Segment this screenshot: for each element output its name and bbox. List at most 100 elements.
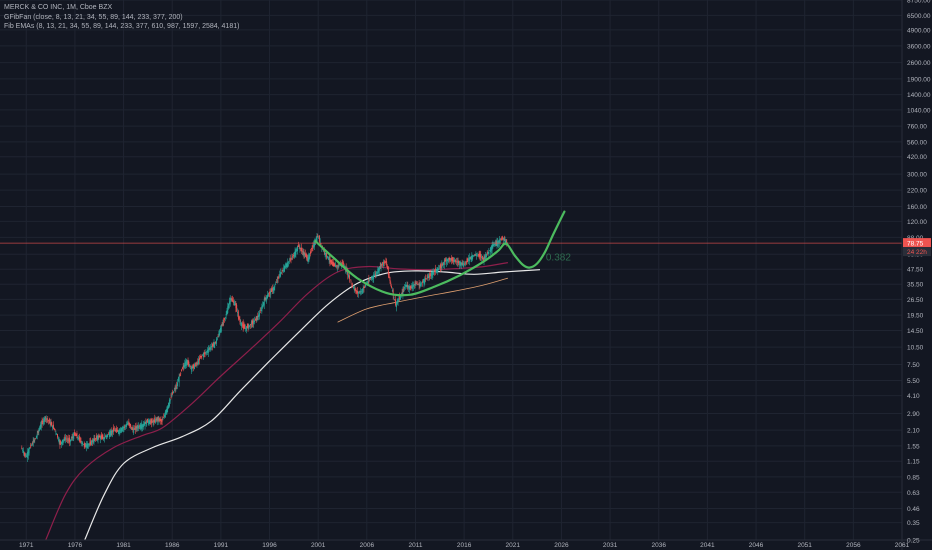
ema-lines (45, 262, 541, 541)
indicator-gfibfan[interactable]: GFibFan (close, 8, 13, 21, 34, 55, 89, 1… (4, 13, 183, 21)
candle-up (109, 431, 111, 437)
candle-down (150, 421, 152, 423)
candle-down (452, 257, 454, 262)
candle-down (51, 422, 53, 427)
candle-up (304, 254, 306, 256)
candle-up (175, 386, 177, 390)
candle-down (160, 418, 161, 422)
candle-down (254, 318, 256, 321)
x-tick-label: 2046 (749, 542, 764, 549)
candle-up (400, 295, 401, 300)
y-tick-label: 26.50 (907, 297, 924, 304)
candle-down (481, 255, 483, 259)
forecast-curve (314, 210, 566, 297)
candle-up (81, 441, 83, 445)
candle-down (128, 421, 130, 426)
candle-up (460, 261, 461, 266)
candle-down (401, 292, 403, 294)
candle-down (269, 291, 271, 294)
candle-down (115, 429, 117, 432)
candle-down (354, 288, 356, 291)
y-tick-label: 1900.00 (907, 76, 931, 83)
candle-down (434, 269, 435, 272)
candle-down (388, 273, 390, 278)
candle-up (82, 442, 84, 445)
candle-up (346, 270, 348, 274)
candle-down (341, 262, 343, 264)
candle-down (136, 425, 138, 429)
candle-up (38, 429, 40, 432)
candle-down (66, 439, 68, 440)
candle-down (334, 263, 336, 267)
candle-up (447, 259, 448, 262)
candle-up (39, 427, 41, 430)
candles (21, 232, 508, 463)
candle-up (267, 294, 268, 299)
candle-down (59, 440, 61, 445)
candle-down (350, 281, 352, 283)
candle-down (244, 327, 246, 329)
candle-up (284, 266, 285, 272)
candle-up (158, 419, 160, 421)
candle-up (216, 337, 218, 341)
candle-down (359, 291, 361, 293)
candle-up (413, 284, 414, 287)
candle-down (235, 302, 237, 309)
candle-up (438, 268, 440, 270)
candle-up (107, 434, 109, 436)
candle-up (485, 254, 487, 260)
candle-up (307, 257, 309, 261)
candle-up (422, 281, 424, 283)
candle-up (286, 263, 288, 268)
candle-down (298, 245, 300, 247)
candle-down (21, 447, 23, 450)
candle-up (436, 268, 438, 273)
candle-up (114, 429, 116, 432)
candle-up (358, 292, 360, 293)
candle-up (97, 436, 99, 440)
candle-up (105, 435, 107, 437)
candle-up (61, 439, 63, 445)
candle-down (74, 432, 75, 436)
candle-up (365, 284, 367, 287)
ema-maroon-line (45, 262, 508, 541)
candle-up (462, 263, 464, 266)
candle-up (395, 301, 397, 308)
candle-up (138, 425, 140, 429)
candle-down (154, 418, 156, 423)
candle-up (360, 290, 362, 294)
y-tick-label: 3600.00 (907, 43, 931, 50)
candle-up (78, 437, 80, 440)
candle-up (276, 279, 278, 283)
candle-down (69, 437, 71, 443)
candle-up (167, 405, 169, 410)
candle-up (313, 243, 315, 248)
candle-up (393, 296, 395, 298)
last-price-badge (903, 238, 931, 248)
candle-up (82, 444, 84, 445)
candle-up (214, 343, 216, 345)
candle-up (441, 263, 443, 269)
grid (0, 0, 903, 541)
y-tick-label: 560.00 (907, 139, 927, 146)
candle-down (310, 250, 312, 252)
candle-down (95, 438, 97, 440)
candle-down (429, 273, 431, 277)
candle-down (466, 258, 468, 263)
candle-down (390, 282, 392, 285)
indicator-fib-emas[interactable]: Fib EMAs (8, 13, 21, 34, 55, 89, 144, 23… (4, 23, 240, 30)
candle-up (142, 424, 144, 428)
symbol-title[interactable]: MERCK & CO INC, 1M, Cboe BZX (4, 4, 113, 11)
candle-up (106, 434, 108, 438)
candle-down (24, 452, 26, 456)
candle-down (182, 365, 184, 368)
candle-up (470, 256, 472, 261)
candle-up (208, 348, 210, 351)
candle-up (241, 322, 243, 327)
candle-up (425, 278, 427, 279)
candle-up (302, 251, 304, 255)
candle-up (463, 263, 465, 268)
candle-up (367, 281, 369, 284)
candle-up (185, 361, 187, 367)
